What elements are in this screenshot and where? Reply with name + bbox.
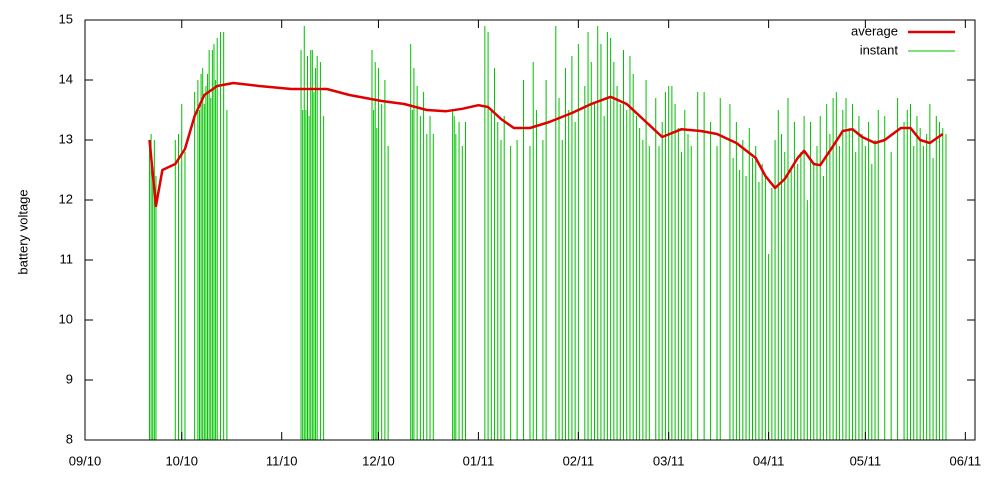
y-tick-label: 14	[59, 71, 73, 86]
x-tick-label: 03/11	[653, 453, 685, 468]
x-tick-label: 04/11	[753, 453, 785, 468]
y-tick-label: 10	[59, 311, 73, 326]
x-tick-label: 06/11	[950, 453, 982, 468]
legend-label: instant	[860, 42, 899, 57]
plot-frame	[84, 19, 976, 441]
average-line	[148, 81, 944, 208]
impulses-layer	[148, 26, 947, 440]
y-tick-label: 12	[59, 191, 73, 206]
x-tick-label: 12/10	[362, 453, 395, 468]
y-axis-label: battery voltage	[15, 189, 30, 274]
y-tick-label: 8	[66, 431, 73, 446]
x-tick-label: 10/10	[165, 453, 198, 468]
y-tick-label: 15	[59, 11, 73, 26]
x-tick-label: 11/10	[266, 453, 298, 468]
legend-label: average	[851, 23, 898, 38]
y-tick-label: 9	[66, 371, 73, 386]
y-tick-label: 13	[59, 131, 73, 146]
lines-layer	[148, 81, 944, 208]
y-tick-label: 11	[60, 251, 74, 266]
x-tick-label: 05/11	[850, 453, 882, 468]
x-tick-label: 01/11	[463, 453, 495, 468]
x-tick-label: 09/10	[69, 453, 102, 468]
x-tick-label: 02/11	[563, 453, 595, 468]
